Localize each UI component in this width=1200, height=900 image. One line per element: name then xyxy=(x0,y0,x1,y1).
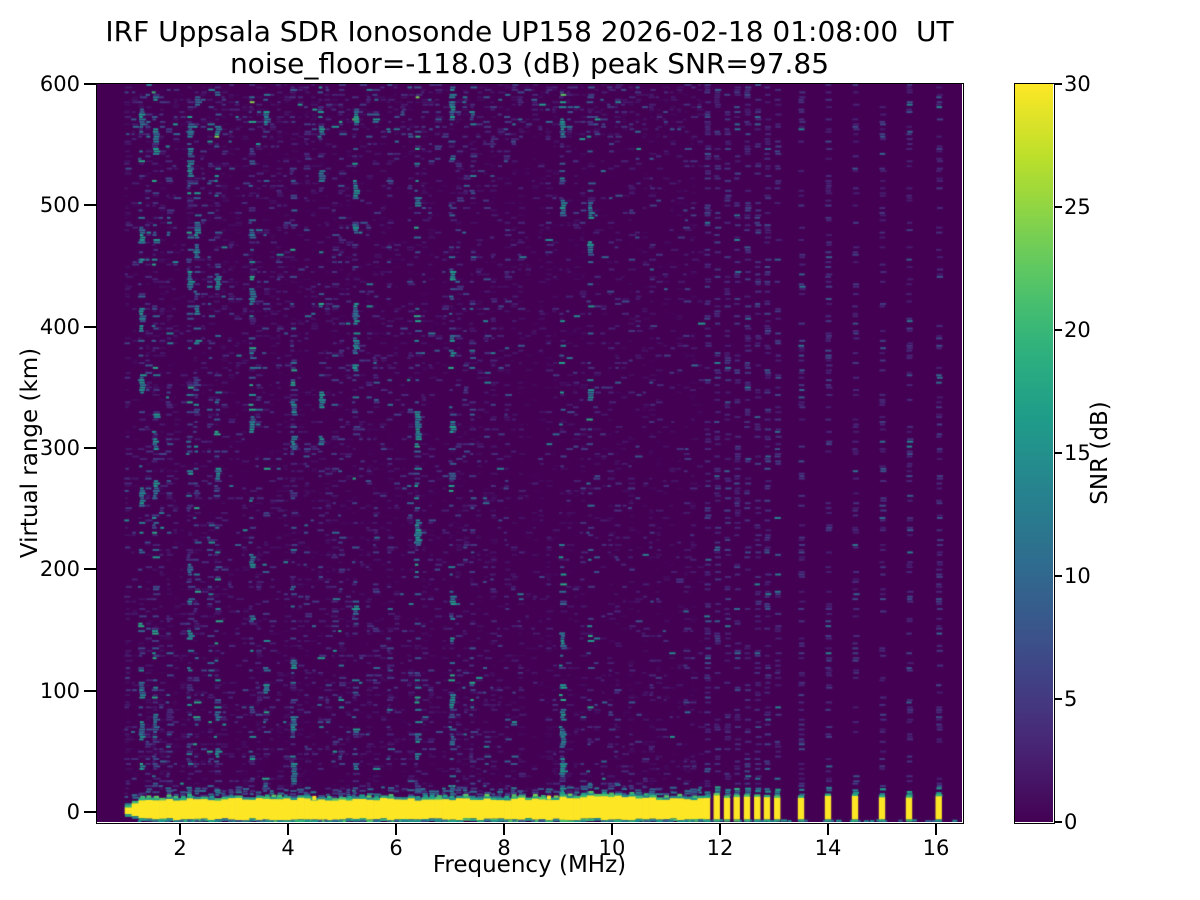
colorbar-tick-label: 10 xyxy=(1064,564,1091,588)
x-tick-mark xyxy=(395,823,397,835)
y-tick-label: 100 xyxy=(39,678,80,703)
y-tick-mark xyxy=(84,325,97,328)
x-tick-mark xyxy=(719,823,721,835)
y-tick-mark xyxy=(84,689,97,692)
x-tick-label: 8 xyxy=(497,836,511,860)
colorbar-gradient xyxy=(1015,84,1053,822)
y-tick-mark xyxy=(84,204,97,207)
y-axis-label: Virtual range (km) xyxy=(17,347,43,559)
colorbar-tick-mark xyxy=(1054,329,1062,331)
x-tick-label: 10 xyxy=(598,836,626,860)
x-tick-label: 2 xyxy=(173,836,187,860)
x-tick-mark xyxy=(503,823,505,835)
colorbar-tick-label: 5 xyxy=(1064,687,1078,711)
y-tick-label: 0 xyxy=(66,800,80,824)
x-tick-mark xyxy=(179,823,181,835)
x-tick-mark xyxy=(827,823,829,835)
y-tick-label: 600 xyxy=(39,72,80,96)
colorbar-tick-label: 15 xyxy=(1064,441,1091,465)
y-tick-label: 500 xyxy=(39,193,80,218)
colorbar-tick-mark xyxy=(1054,575,1062,577)
ionogram-heatmap xyxy=(97,84,962,822)
y-tick-mark xyxy=(84,83,97,85)
x-tick-label: 14 xyxy=(814,836,842,860)
chart-subtitle: noise_floor=-118.03 (dB) peak SNR=97.85 xyxy=(229,47,830,80)
x-tick-label: 16 xyxy=(922,836,950,860)
x-tick-mark xyxy=(611,823,613,835)
chart-title: IRF Uppsala SDR Ionosonde UP158 2026-02-… xyxy=(105,15,954,48)
y-tick-label: 400 xyxy=(39,314,80,339)
colorbar-tick-label: 20 xyxy=(1064,318,1091,342)
colorbar-tick-label: 30 xyxy=(1064,72,1091,96)
colorbar-tick-label: 0 xyxy=(1064,810,1078,834)
y-tick-label: 200 xyxy=(39,557,80,582)
x-tick-mark xyxy=(935,823,937,835)
x-tick-label: 12 xyxy=(706,836,734,860)
y-tick-mark xyxy=(84,447,97,449)
x-tick-label: 6 xyxy=(389,836,403,860)
y-tick-label: 300 xyxy=(39,436,80,460)
colorbar-tick-mark xyxy=(1054,698,1062,700)
x-tick-label: 4 xyxy=(281,836,295,860)
colorbar-tick-mark xyxy=(1054,821,1062,823)
y-tick-mark xyxy=(84,811,97,813)
colorbar-tick-label: 25 xyxy=(1064,195,1091,219)
colorbar-tick-mark xyxy=(1054,452,1062,454)
y-tick-mark xyxy=(84,568,97,571)
colorbar-tick-mark xyxy=(1054,206,1062,208)
colorbar-tick-mark xyxy=(1054,83,1062,85)
colorbar-label: SNR (dB) xyxy=(1087,401,1113,505)
x-tick-mark xyxy=(287,823,289,835)
x-axis-label: Frequency (MHz) xyxy=(432,852,627,878)
